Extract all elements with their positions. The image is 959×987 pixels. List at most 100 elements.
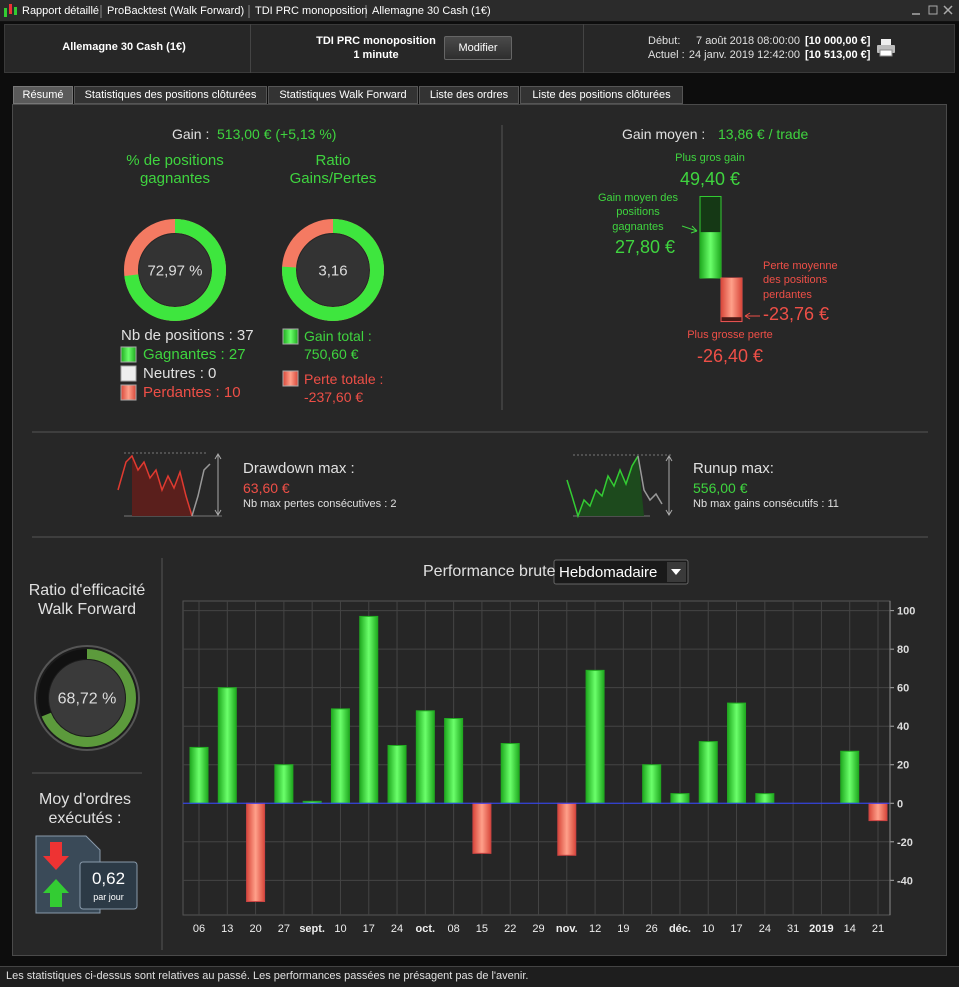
- average-label: Gain moyen :: [622, 126, 706, 142]
- drawdown-title: Drawdown max :: [243, 460, 355, 477]
- spark-arrow: [665, 455, 673, 516]
- period-value[interactable]: Hebdomadaire: [559, 564, 658, 581]
- app-icon: [4, 8, 7, 17]
- bar: [755, 793, 775, 804]
- strategy: TDI PRC monoposition: [316, 35, 436, 47]
- runup-value: 556,00 €: [693, 480, 748, 496]
- window-tab[interactable]: Allemagne 30 Cash (1€): [372, 5, 491, 17]
- x-tick-label: 12: [589, 923, 601, 935]
- modify-button[interactable]: Modifier: [444, 36, 512, 60]
- footer-text: Les statistiques ci-dessus sont relative…: [6, 970, 529, 982]
- down-arrow: [43, 842, 69, 870]
- bar: [670, 793, 690, 804]
- up-arrow: [43, 879, 69, 907]
- tab[interactable]: Liste des positions clôturées: [520, 86, 683, 104]
- orders-unit: par jour: [93, 892, 124, 902]
- x-tick-label: 14: [844, 923, 856, 935]
- app-icon: [14, 7, 17, 15]
- orders-icon: [35, 835, 138, 914]
- y-tick-label: 80: [897, 644, 909, 656]
- period-dropdown[interactable]: [553, 559, 689, 585]
- x-tick-label: nov.: [556, 923, 578, 935]
- x-tick-label: 21: [872, 923, 884, 935]
- y-tick-label: 40: [897, 721, 909, 733]
- bar: [840, 750, 860, 804]
- positions-count: Nb de positions : 37: [121, 327, 254, 344]
- title-bar: [0, 0, 959, 22]
- plot-area: [182, 600, 891, 916]
- bar: [500, 743, 520, 804]
- x-tick-label: 2019: [809, 923, 833, 935]
- gauge-arc: [124, 219, 226, 321]
- spark-line: [566, 455, 639, 519]
- legend-square: [282, 328, 299, 345]
- spark-line: [637, 455, 663, 505]
- gauge-label: 68,72 %: [58, 691, 117, 708]
- runup-note: Nb max gains consécutifs : 11: [693, 498, 839, 510]
- worst-value: -26,40 €: [696, 346, 764, 366]
- bar: [698, 741, 718, 804]
- tab[interactable]: Statistiques Walk Forward: [268, 86, 418, 104]
- drawdown-value: 63,60 €: [243, 480, 290, 496]
- loss-total-label: Perte totale :: [304, 371, 384, 387]
- neutral-count: Neutres : 0: [143, 365, 217, 382]
- instrument: Allemagne 30 Cash (1€): [62, 41, 186, 53]
- tab[interactable]: Statistiques des positions clôturées: [74, 86, 267, 104]
- legend-square: [120, 346, 137, 363]
- x-tick-label: 27: [278, 923, 290, 935]
- footer-bar: [0, 966, 959, 987]
- x-tick-label: 17: [363, 923, 375, 935]
- drawdown-note: Nb max pertes consécutives : 2: [243, 498, 397, 510]
- window-tab[interactable]: ProBacktest (Walk Forward): [107, 5, 245, 17]
- y-tick-label: 60: [897, 683, 909, 695]
- window-tab[interactable]: TDI PRC monoposition: [255, 5, 368, 17]
- average-bar: [721, 278, 742, 318]
- tab-active[interactable]: Résumé: [13, 86, 73, 104]
- bar: [387, 744, 407, 804]
- tab[interactable]: Liste des ordres: [419, 86, 519, 104]
- bar: [415, 710, 435, 804]
- spark-line: [117, 454, 193, 517]
- bar: [217, 687, 237, 804]
- arrow: [744, 312, 760, 320]
- x-tick-label: 24: [391, 923, 403, 935]
- maximize-button[interactable]: [928, 5, 938, 15]
- bar: [557, 802, 577, 856]
- y-tick-label: -20: [897, 837, 913, 849]
- best-value: 49,40 €: [679, 169, 741, 189]
- spark-line: [191, 463, 211, 517]
- loss-total: -237,60 €: [304, 389, 364, 405]
- average-bar: [700, 232, 721, 278]
- close-button[interactable]: [943, 5, 953, 15]
- gauge-arc: [38, 649, 136, 747]
- current-capital: [10 513,00 €]: [805, 49, 871, 61]
- window-tab[interactable]: Rapport détaillé: [22, 5, 100, 17]
- gauge-label: 3,16: [318, 262, 347, 279]
- bar: [189, 746, 209, 804]
- bar: [642, 764, 662, 804]
- print-button[interactable]: [876, 38, 898, 58]
- separator: [583, 24, 584, 73]
- gauge-arc: [282, 219, 384, 321]
- average-value: 13,86 € / trade: [718, 126, 809, 142]
- start-capital: [10 000,00 €]: [805, 35, 871, 47]
- avg-win-title: Gain moyen des positions gagnantes: [597, 192, 679, 233]
- worst-title: Plus grosse perte: [687, 329, 773, 341]
- avg-win-value: 27,80 €: [615, 237, 676, 257]
- orders-title: Moy d'ordres exécutés :: [39, 791, 131, 828]
- x-tick-label: oct.: [416, 923, 436, 935]
- printer-paper: [879, 49, 893, 57]
- start-date: 7 août 2018 08:00:00: [696, 35, 800, 47]
- ratio-title: Ratio Gains/Pertes: [289, 152, 377, 187]
- bar: [330, 708, 350, 804]
- gauge-center: [297, 234, 369, 306]
- y-tick-label: 100: [897, 606, 915, 618]
- x-tick-label: 17: [730, 923, 742, 935]
- y-tick-label: 20: [897, 760, 909, 772]
- gauge-center: [139, 234, 211, 306]
- legend-square: [120, 365, 137, 382]
- win-rate-title: % de positions gagnantes: [126, 152, 224, 187]
- current-date: 24 janv. 2019 12:42:00: [688, 49, 800, 61]
- printer-paper: [881, 39, 891, 46]
